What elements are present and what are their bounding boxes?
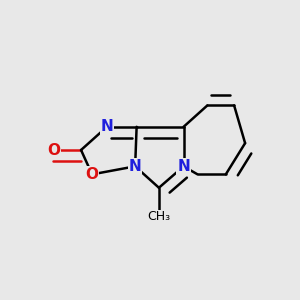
Text: N: N <box>177 159 190 174</box>
Text: CH₃: CH₃ <box>147 210 170 224</box>
Text: O: O <box>47 142 60 158</box>
Text: O: O <box>85 167 98 182</box>
Text: N: N <box>100 119 113 134</box>
Text: N: N <box>129 159 142 174</box>
